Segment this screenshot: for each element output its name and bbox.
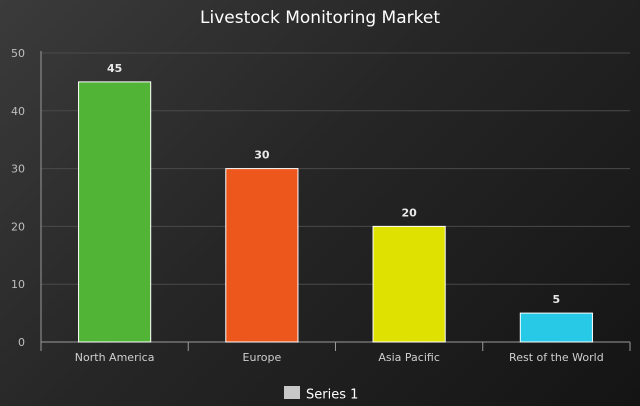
- bars: [78, 81, 593, 343]
- data-label-asia-pacific: 20: [401, 206, 417, 219]
- data-labels: 45 30 20 5: [107, 62, 560, 306]
- axes: 0 10 20 30 40 50 North America Europe Asia Pacif…: [11, 47, 631, 364]
- y-tick-label-0: 0: [18, 336, 25, 349]
- data-label-north-america: 45: [107, 62, 122, 75]
- x-tick-label-north-america: North America: [75, 351, 155, 364]
- bar-rest-of-the-world: [519, 312, 593, 343]
- bar-north-america: [78, 81, 152, 343]
- data-label-rest-of-the-world: 5: [553, 293, 561, 306]
- y-tick-label-20: 20: [11, 220, 25, 233]
- y-tick-label-30: 30: [11, 163, 25, 176]
- bar-asia-pacific: [372, 225, 446, 343]
- bar-europe: [225, 168, 299, 343]
- y-tick-label-10: 10: [11, 278, 25, 291]
- y-tick-label-40: 40: [11, 105, 25, 118]
- x-tick-label-europe: Europe: [243, 351, 282, 364]
- chart-title: Livestock Monitoring Market: [200, 8, 440, 28]
- legend-label-series-1: Series 1: [306, 388, 358, 403]
- data-label-europe: 30: [254, 149, 270, 162]
- x-tick-label-asia-pacific: Asia Pacific: [378, 351, 440, 364]
- x-tick-label-rest-of-the-world: Rest of the World: [509, 351, 604, 364]
- legend-swatch: [284, 386, 300, 399]
- legend[interactable]: Series 1: [284, 386, 358, 403]
- y-tick-label-50: 50: [11, 47, 25, 60]
